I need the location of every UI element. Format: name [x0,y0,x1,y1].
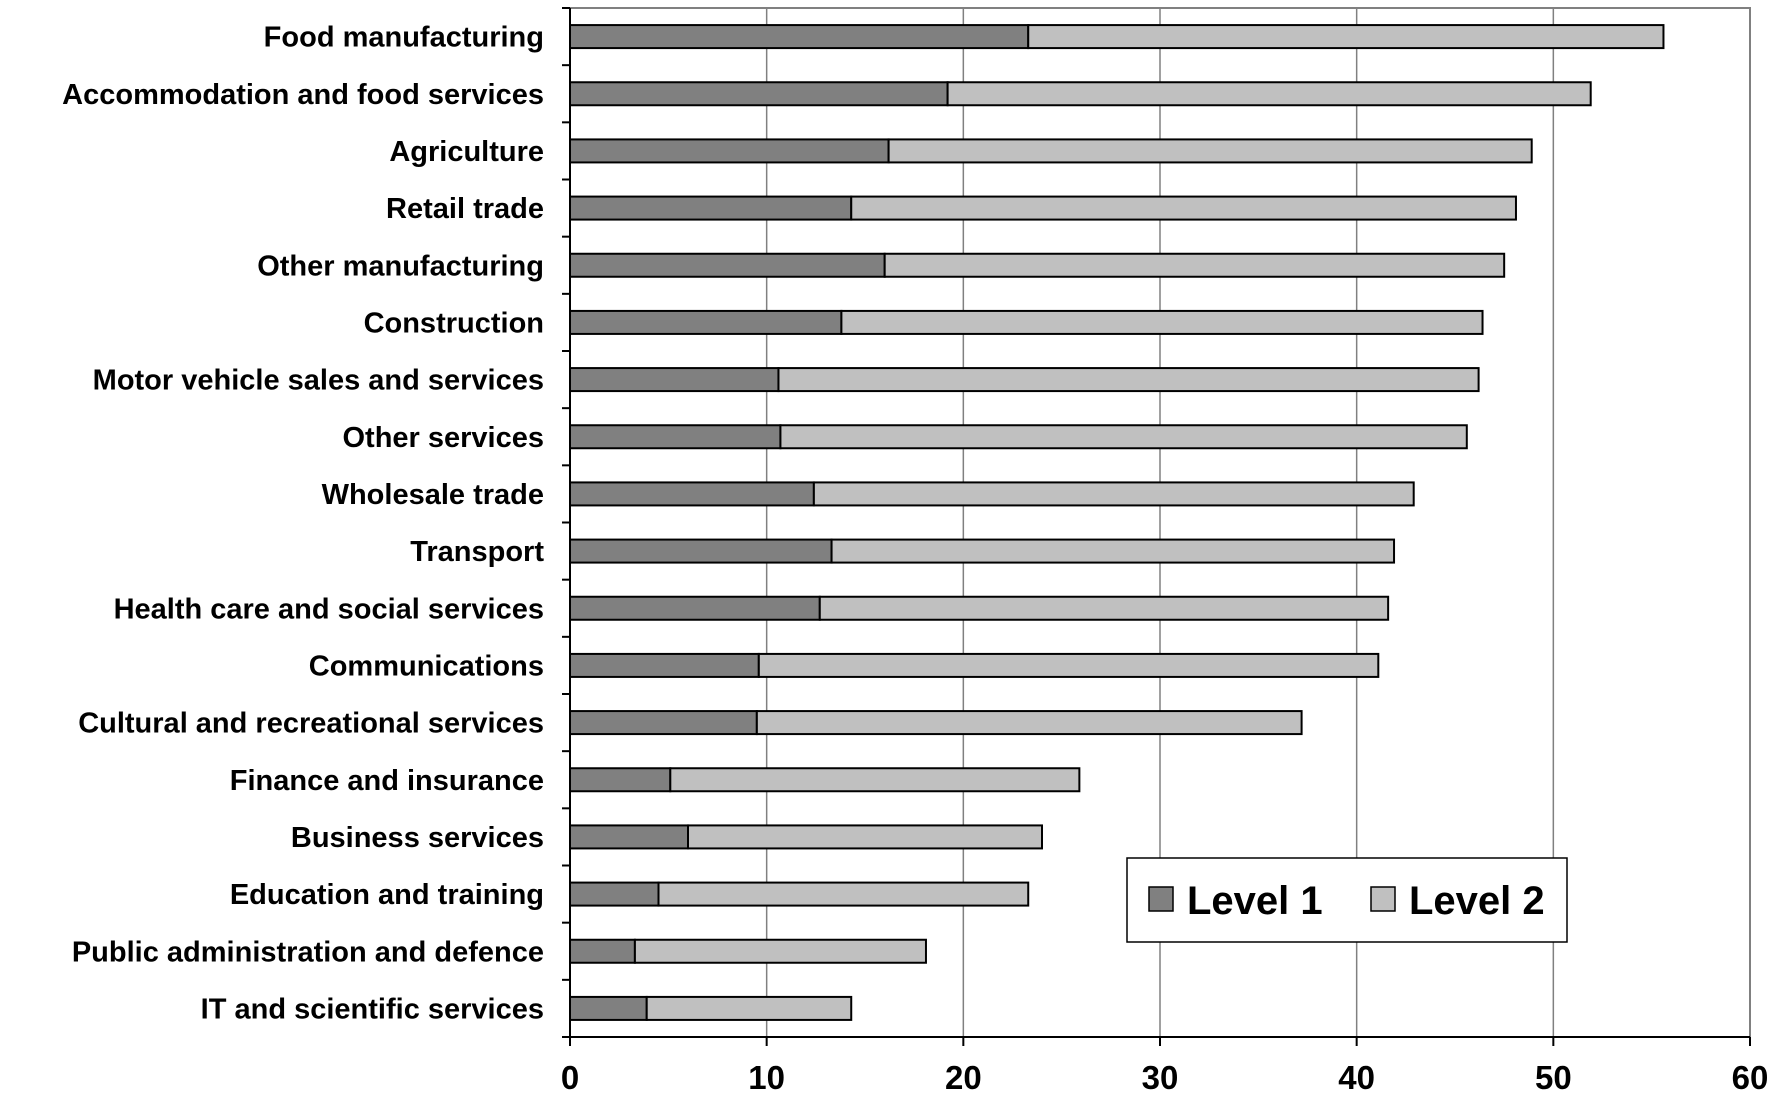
category-label-1: Accommodation and food services [62,79,544,111]
bar-2-11 [757,652,1380,678]
x-tick-label-40: 40 [1338,1059,1375,1096]
bar-1-10 [569,595,821,621]
bar-2-16 [633,938,927,964]
x-tick-label-20: 20 [945,1059,982,1096]
category-label-2: Agriculture [389,136,544,168]
category-label-11: Communications [309,650,544,682]
category-label-9: Transport [410,536,544,568]
category-label-8: Wholesale trade [322,479,544,511]
category-label-7: Other services [342,422,544,454]
bar-2-4 [883,252,1506,278]
bar-2-0 [1027,24,1665,50]
category-label-12: Cultural and recreational services [78,708,544,740]
bars-layer [569,24,1665,1021]
category-label-17: IT and scientific services [201,993,544,1025]
bar-1-8 [569,481,815,507]
bar-1-12 [569,710,758,736]
bar-1-15 [569,881,660,907]
axes-layer [562,7,1751,1046]
bar-2-17 [645,995,853,1021]
bar-1-11 [569,652,760,678]
legend: Level 1 Level 2 [1126,857,1568,943]
bar-2-5 [840,309,1484,335]
category-label-3: Retail trade [386,193,544,225]
bar-2-3 [850,195,1517,221]
bar-2-1 [946,81,1592,107]
bar-2-9 [830,538,1396,564]
bar-1-14 [569,824,689,850]
bar-1-2 [569,138,890,164]
bar-2-7 [779,424,1468,450]
bar-2-12 [755,710,1303,736]
category-label-14: Business services [291,822,544,854]
bar-2-10 [818,595,1390,621]
x-tick-label-50: 50 [1535,1059,1572,1096]
category-label-10: Health care and social services [114,593,544,625]
bar-1-17 [569,995,648,1021]
legend-swatch-1 [1148,886,1174,912]
x-tick-label-0: 0 [561,1059,579,1096]
category-label-4: Other manufacturing [257,250,544,282]
bar-1-6 [569,367,780,393]
legend-label-1: Level 1 [1187,879,1323,923]
labels-layer: Food manufacturing Accommodation and food… [62,22,1768,1096]
category-label-16: Public administration and defence [72,936,544,968]
legend-box [1126,857,1568,943]
bar-2-8 [812,481,1415,507]
bar-1-13 [569,767,672,793]
x-tick-label-30: 30 [1142,1059,1179,1096]
bar-1-0 [569,24,1030,50]
category-label-0: Food manufacturing [264,22,544,54]
category-label-15: Education and training [230,879,544,911]
x-tick-label-10: 10 [748,1059,785,1096]
bar-1-16 [569,938,636,964]
bar-2-14 [687,824,1043,850]
legend-swatch-2 [1370,886,1396,912]
bar-1-5 [569,309,843,335]
bar-1-9 [569,538,833,564]
bar-2-6 [777,367,1480,393]
category-label-5: Construction [364,307,544,339]
bar-2-2 [887,138,1533,164]
category-label-6: Motor vehicle sales and services [93,365,544,397]
bar-2-15 [657,881,1030,907]
category-label-13: Finance and insurance [230,765,544,797]
bar-2-13 [669,767,1081,793]
bar-1-4 [569,252,886,278]
legend-label-2: Level 2 [1409,879,1545,923]
bar-1-3 [569,195,853,221]
x-tick-label-60: 60 [1732,1059,1769,1096]
bar-1-1 [569,81,949,107]
bar-1-7 [569,424,782,450]
